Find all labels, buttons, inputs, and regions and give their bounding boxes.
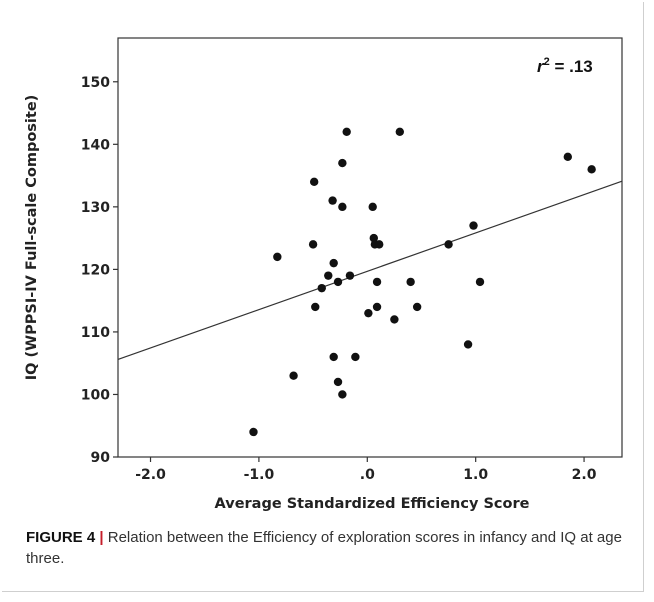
data-point [406, 277, 415, 287]
y-axis-ticks: 90 100 110 120 130 140 150 [81, 75, 118, 466]
data-point [338, 390, 347, 399]
data-point [329, 258, 338, 268]
r-value: = .13 [550, 57, 593, 76]
data-point [329, 352, 338, 362]
r-symbol: r [537, 57, 545, 76]
data-point [375, 240, 384, 249]
data-point [395, 127, 405, 137]
plot-area [117, 37, 623, 458]
y-tick-label: 120 [81, 262, 110, 278]
data-point [369, 233, 378, 243]
data-point [342, 127, 351, 137]
data-point [587, 165, 596, 174]
y-axis-title: IQ (WPPSI-IV Full-scale Composite) [24, 95, 40, 381]
scatter-chart: -2.0 -1.0 .0 1.0 2.0 90 100 110 120 130 140 150 r2… [24, 37, 623, 512]
data-point [317, 283, 326, 293]
data-point [289, 371, 298, 380]
data-point [444, 240, 453, 249]
x-tick-label: .0 [360, 467, 375, 483]
data-point [390, 315, 399, 324]
data-point [338, 158, 347, 168]
figure-frame [2, 2, 644, 592]
data-point [463, 340, 473, 349]
data-point [351, 352, 360, 362]
data-point [475, 277, 485, 287]
data-point [368, 202, 377, 212]
y-tick-label: 90 [91, 450, 111, 466]
data-point [345, 271, 355, 280]
r-squared-annotation: r2 = .13 [537, 56, 593, 76]
data-point [324, 271, 333, 280]
y-tick-label: 140 [81, 137, 110, 153]
data-point [333, 377, 343, 387]
data-point [364, 308, 373, 318]
data-point [372, 302, 382, 312]
x-axis-title: Average Standardized Efficiency Score [215, 496, 530, 512]
data-point [469, 221, 478, 230]
y-tick-label: 100 [81, 387, 110, 403]
data-point [273, 252, 282, 262]
data-point [338, 202, 347, 212]
data-point [328, 196, 337, 205]
y-tick-label: 110 [81, 325, 110, 341]
data-point [333, 277, 343, 287]
data-points [249, 127, 596, 437]
data-point [412, 302, 422, 312]
y-tick-label: 150 [81, 75, 110, 91]
x-tick-label: -2.0 [135, 467, 166, 483]
figure-caption: FIGURE 4 | Relation between the Efficien… [26, 527, 626, 569]
x-tick-label: 1.0 [463, 467, 488, 483]
y-tick-label: 130 [81, 200, 110, 216]
caption-text: Relation between the Efficiency of explo… [26, 529, 622, 567]
x-axis-ticks: -2.0 -1.0 .0 1.0 2.0 [135, 457, 597, 483]
x-tick-label: -1.0 [244, 467, 275, 483]
regression-line [117, 180, 623, 361]
data-point [372, 277, 382, 287]
x-tick-label: 2.0 [572, 467, 597, 483]
caption-separator: | [99, 529, 104, 546]
r-exponent: 2 [544, 56, 550, 68]
figure-label: FIGURE 4 [26, 529, 96, 546]
data-point [311, 302, 320, 312]
data-point [563, 152, 573, 162]
data-point [249, 427, 258, 437]
data-point [309, 177, 319, 187]
data-point [308, 240, 318, 249]
